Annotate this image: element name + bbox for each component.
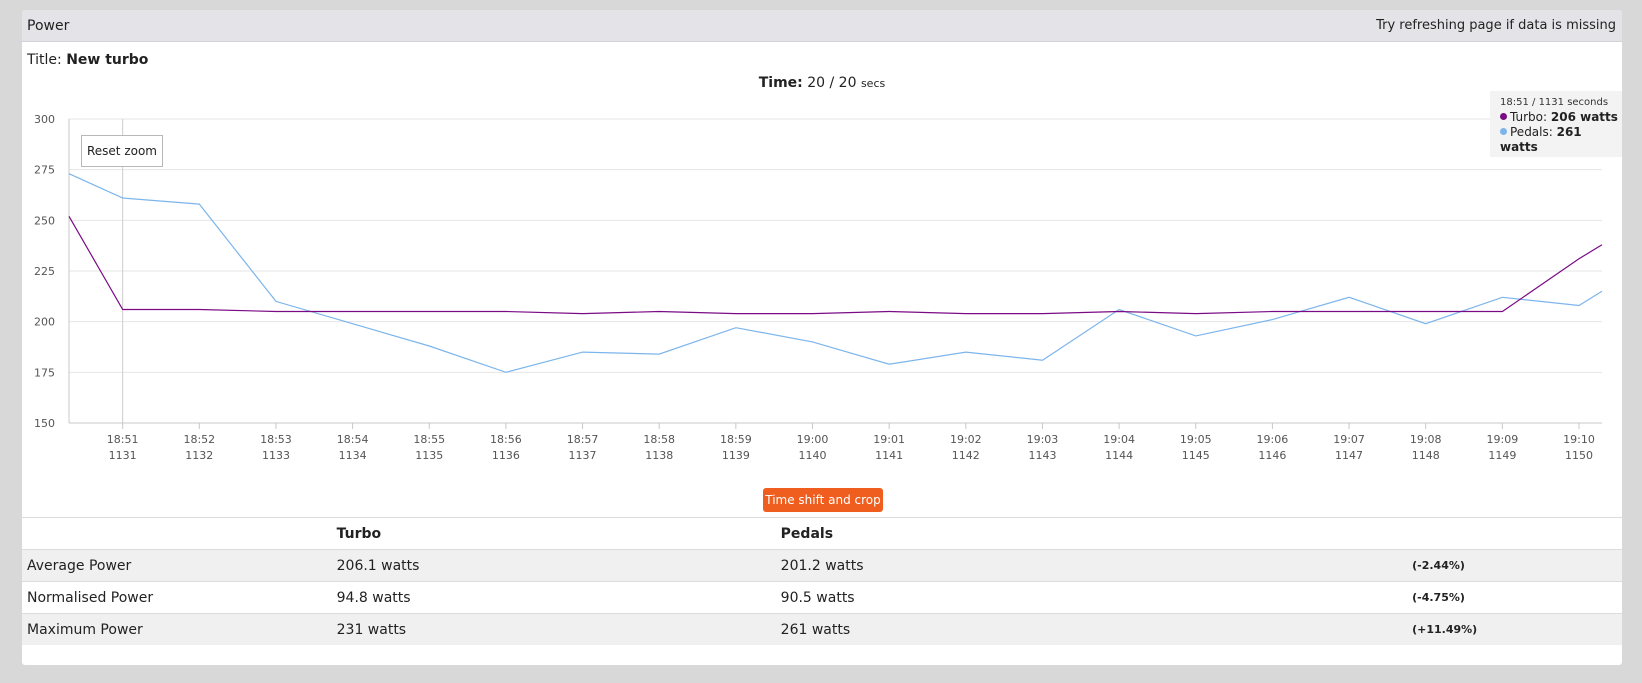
x-tick-label-seconds: 1133 bbox=[262, 449, 290, 462]
session-title-value: New turbo bbox=[66, 52, 149, 68]
tooltip-pedals-value: 261 watts bbox=[1500, 125, 1582, 154]
x-tick-label-seconds: 1145 bbox=[1182, 449, 1210, 462]
time-unit: secs bbox=[860, 77, 886, 90]
time-label: Time: bbox=[758, 75, 803, 91]
x-tick-label-time: 19:06 bbox=[1257, 433, 1289, 446]
x-tick-label-time: 18:58 bbox=[643, 433, 675, 446]
refresh-hint: Try refreshing page if data is missing bbox=[1376, 18, 1616, 33]
x-tick-label-seconds: 1144 bbox=[1105, 449, 1133, 462]
stats-header-row: Turbo Pedals bbox=[22, 517, 1622, 550]
tooltip-clock: 18:51 bbox=[1500, 97, 1529, 108]
x-tick-label-time: 18:51 bbox=[107, 433, 139, 446]
x-tick-label-time: 19:10 bbox=[1563, 433, 1595, 446]
session-title-label: Title: bbox=[27, 52, 62, 68]
y-tick-label: 150 bbox=[34, 417, 55, 430]
pedals-value: 201.2 watts bbox=[775, 549, 1399, 582]
stats-header-turbo: Turbo bbox=[331, 517, 776, 550]
x-tick-label-seconds: 1146 bbox=[1258, 449, 1286, 462]
time-readout: Time: 20 / 20 secs bbox=[22, 75, 1622, 91]
x-tick-label-time: 19:00 bbox=[797, 433, 829, 446]
time-total: 20 bbox=[838, 75, 857, 91]
diff-value: (+11.49%) bbox=[1398, 613, 1622, 645]
pedals-value: 90.5 watts bbox=[775, 581, 1399, 614]
x-tick-label-time: 18:57 bbox=[567, 433, 599, 446]
table-row: Maximum Power 231 watts 261 watts (+11.4… bbox=[22, 613, 1622, 645]
x-tick-label-seconds: 1132 bbox=[185, 449, 213, 462]
x-tick-label-seconds: 1143 bbox=[1028, 449, 1056, 462]
time-shift-crop-button[interactable]: Time shift and crop bbox=[763, 488, 883, 512]
row-label: Average Power bbox=[22, 549, 332, 582]
x-tick-label-time: 19:04 bbox=[1103, 433, 1135, 446]
tooltip-row-pedals: Pedals: 261 watts bbox=[1500, 125, 1582, 154]
tooltip-row-turbo: Turbo: 206 watts bbox=[1500, 110, 1622, 125]
chart-tooltip: 18:51 / 1131 seconds Turbo: 206 watts Pe… bbox=[1490, 91, 1622, 157]
x-tick-label-time: 18:55 bbox=[413, 433, 445, 446]
x-tick-label-time: 19:03 bbox=[1027, 433, 1059, 446]
x-tick-label-seconds: 1139 bbox=[722, 449, 750, 462]
x-tick-label-time: 19:08 bbox=[1410, 433, 1442, 446]
x-tick-label-time: 18:52 bbox=[183, 433, 215, 446]
x-tick-label-time: 18:56 bbox=[490, 433, 522, 446]
x-tick-label-seconds: 1147 bbox=[1335, 449, 1363, 462]
panel-header: Power Try refreshing page if data is mis… bbox=[22, 10, 1622, 42]
tooltip-time: 18:51 / 1131 seconds bbox=[1500, 97, 1609, 108]
time-value: 20 / bbox=[807, 75, 835, 91]
turbo-dot-icon bbox=[1500, 113, 1507, 120]
stats-header-pedals: Pedals bbox=[775, 517, 1399, 550]
diff-value: (-2.44%) bbox=[1398, 549, 1622, 582]
reset-zoom-button[interactable]: Reset zoom bbox=[81, 135, 163, 167]
table-row: Normalised Power 94.8 watts 90.5 watts (… bbox=[22, 581, 1622, 614]
power-panel: Power Try refreshing page if data is mis… bbox=[22, 10, 1622, 665]
y-tick-label: 275 bbox=[34, 164, 55, 177]
table-row: Average Power 206.1 watts 201.2 watts (-… bbox=[22, 549, 1622, 582]
y-tick-label: 175 bbox=[34, 366, 55, 379]
x-tick-label-seconds: 1142 bbox=[952, 449, 980, 462]
power-stats-table: Turbo Pedals Average Power 206.1 watts 2… bbox=[22, 517, 1622, 645]
y-tick-label: 300 bbox=[34, 113, 55, 126]
x-tick-label-time: 18:59 bbox=[720, 433, 752, 446]
x-tick-label-seconds: 1134 bbox=[339, 449, 367, 462]
x-tick-label-seconds: 1140 bbox=[799, 449, 827, 462]
x-tick-label-seconds: 1138 bbox=[645, 449, 673, 462]
turbo-value: 231 watts bbox=[331, 613, 776, 645]
x-tick-label-seconds: 1149 bbox=[1488, 449, 1516, 462]
x-tick-label-seconds: 1136 bbox=[492, 449, 520, 462]
x-tick-label-time: 18:54 bbox=[337, 433, 369, 446]
session-title: Title: New turbo bbox=[27, 52, 148, 68]
x-tick-label-time: 18:53 bbox=[260, 433, 292, 446]
power-chart[interactable]: 150 175 200 225 250 275 300 18:51 1131 18:52 1132 1… bbox=[22, 10, 1622, 490]
tooltip-turbo-value: 206 watts bbox=[1550, 110, 1618, 124]
pedals-value: 261 watts bbox=[775, 613, 1399, 645]
stats-header-diff bbox=[1398, 517, 1622, 550]
tooltip-pedals-name: Pedals bbox=[1510, 125, 1549, 139]
x-tick-label-time: 19:09 bbox=[1487, 433, 1519, 446]
x-tick-label-seconds: 1137 bbox=[569, 449, 597, 462]
tooltip-seconds: 1131 seconds bbox=[1538, 97, 1609, 108]
pedals-dot-icon bbox=[1500, 128, 1507, 135]
row-label: Maximum Power bbox=[22, 613, 332, 645]
series-line-pedals bbox=[68, 173, 1603, 373]
y-tick-label: 250 bbox=[34, 214, 55, 227]
x-tick-label-time: 19:02 bbox=[950, 433, 982, 446]
x-tick-label-seconds: 1131 bbox=[109, 449, 137, 462]
x-tick-label-time: 19:01 bbox=[873, 433, 905, 446]
turbo-value: 206.1 watts bbox=[331, 549, 776, 582]
stats-header-blank bbox=[22, 517, 332, 550]
x-tick-label-seconds: 1148 bbox=[1412, 449, 1440, 462]
series-line-turbo bbox=[68, 216, 1603, 315]
x-tick-label-seconds: 1141 bbox=[875, 449, 903, 462]
row-label: Normalised Power bbox=[22, 581, 332, 614]
y-tick-label: 225 bbox=[34, 265, 55, 278]
tooltip-turbo-name: Turbo bbox=[1510, 110, 1544, 124]
x-tick-label-seconds: 1135 bbox=[415, 449, 443, 462]
x-tick-label-time: 19:05 bbox=[1180, 433, 1212, 446]
y-tick-label: 200 bbox=[34, 316, 55, 329]
diff-value: (-4.75%) bbox=[1398, 581, 1622, 614]
turbo-value: 94.8 watts bbox=[331, 581, 776, 614]
x-tick-label-time: 19:07 bbox=[1333, 433, 1365, 446]
x-tick-label-seconds: 1150 bbox=[1565, 449, 1593, 462]
panel-title: Power bbox=[27, 17, 70, 34]
